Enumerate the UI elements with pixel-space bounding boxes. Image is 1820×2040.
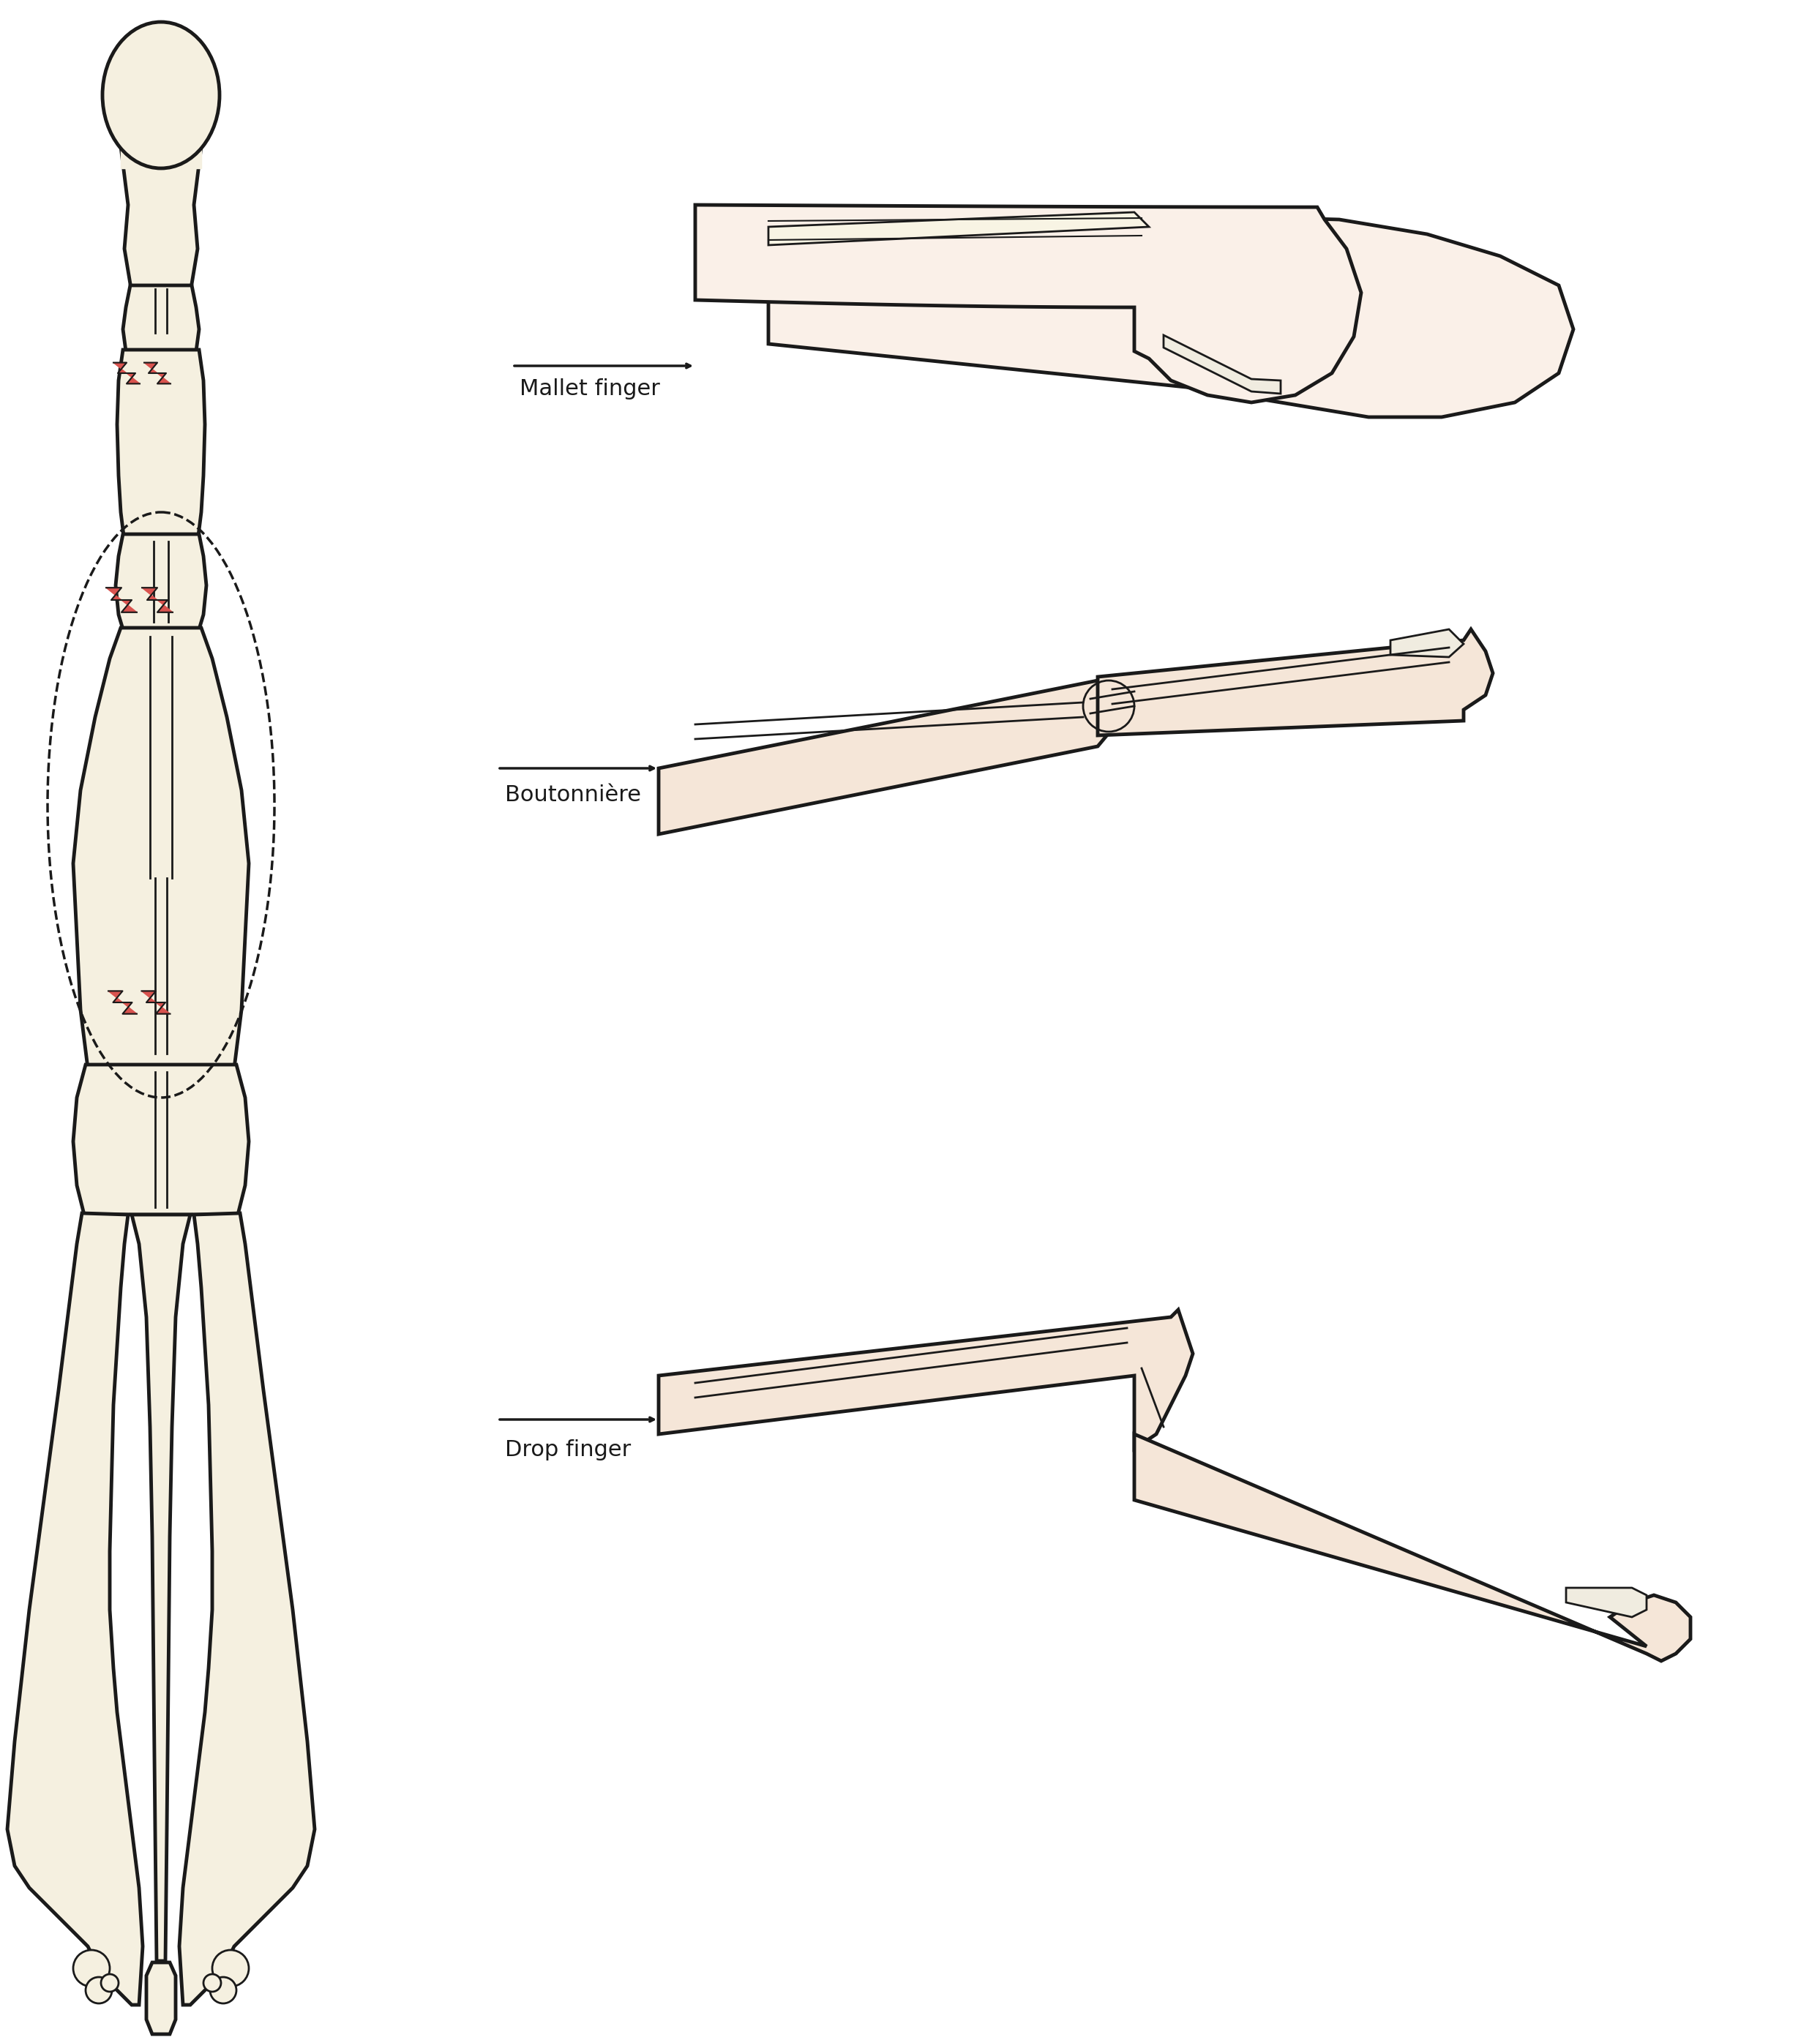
Polygon shape bbox=[1390, 628, 1463, 657]
Polygon shape bbox=[142, 588, 173, 612]
Circle shape bbox=[209, 1977, 237, 2003]
Polygon shape bbox=[124, 286, 198, 351]
Polygon shape bbox=[142, 991, 169, 1014]
Circle shape bbox=[73, 1950, 109, 1987]
Polygon shape bbox=[1163, 335, 1281, 394]
Polygon shape bbox=[120, 147, 202, 292]
Polygon shape bbox=[73, 1065, 249, 1214]
Polygon shape bbox=[116, 534, 206, 628]
Polygon shape bbox=[659, 677, 1134, 834]
Polygon shape bbox=[106, 588, 136, 612]
Polygon shape bbox=[131, 1214, 191, 1960]
Polygon shape bbox=[659, 1310, 1192, 1448]
Polygon shape bbox=[73, 628, 249, 1069]
Polygon shape bbox=[113, 363, 140, 384]
Polygon shape bbox=[1134, 1434, 1691, 1661]
Circle shape bbox=[213, 1950, 249, 1987]
Ellipse shape bbox=[102, 22, 220, 167]
Polygon shape bbox=[695, 204, 1361, 402]
Text: Boutonnière: Boutonnière bbox=[504, 785, 641, 806]
Circle shape bbox=[86, 1977, 113, 2003]
Polygon shape bbox=[144, 363, 171, 384]
Circle shape bbox=[100, 1975, 118, 1991]
Polygon shape bbox=[180, 1214, 315, 2005]
Polygon shape bbox=[109, 991, 136, 1014]
Polygon shape bbox=[146, 1962, 177, 2034]
Text: Drop finger: Drop finger bbox=[504, 1440, 632, 1461]
Polygon shape bbox=[768, 212, 1148, 245]
Polygon shape bbox=[1097, 628, 1492, 734]
Text: Mallet finger: Mallet finger bbox=[519, 377, 661, 400]
Polygon shape bbox=[7, 1214, 142, 2005]
Circle shape bbox=[204, 1975, 220, 1991]
Polygon shape bbox=[1565, 1587, 1647, 1618]
Polygon shape bbox=[116, 349, 206, 541]
Polygon shape bbox=[768, 216, 1572, 416]
